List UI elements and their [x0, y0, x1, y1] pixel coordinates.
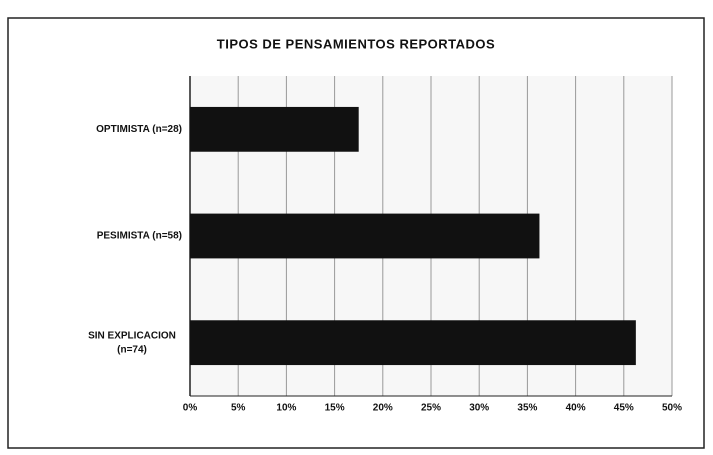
x-tick-label: 40%: [566, 403, 586, 414]
x-tick-label: 50%: [662, 403, 682, 414]
x-tick-label: 5%: [231, 403, 246, 414]
bar: [190, 320, 636, 366]
chart-title: TIPOS DE PENSAMIENTOS REPORTADOS: [217, 36, 495, 51]
x-tick-label: 35%: [517, 403, 537, 414]
x-tick-label: 45%: [614, 403, 634, 414]
x-tick-label: 20%: [373, 403, 393, 414]
x-tick-label: 30%: [469, 403, 489, 414]
x-tick-label: 15%: [325, 403, 345, 414]
bar: [190, 106, 359, 152]
y-tick-label: PESIMISTA (n=58): [97, 231, 182, 242]
label-line: SIN EXPLICACION: [88, 330, 176, 341]
y-tick-label: OPTIMISTA (n=28): [96, 124, 182, 135]
x-tick-label: 0%: [183, 403, 198, 414]
label-line: (n=74): [117, 344, 147, 355]
x-tick-label: 25%: [421, 403, 441, 414]
y-tick-label: SIN EXPLICACION (n=74): [88, 330, 176, 355]
bar: [190, 213, 540, 259]
x-tick-label: 10%: [276, 403, 296, 414]
